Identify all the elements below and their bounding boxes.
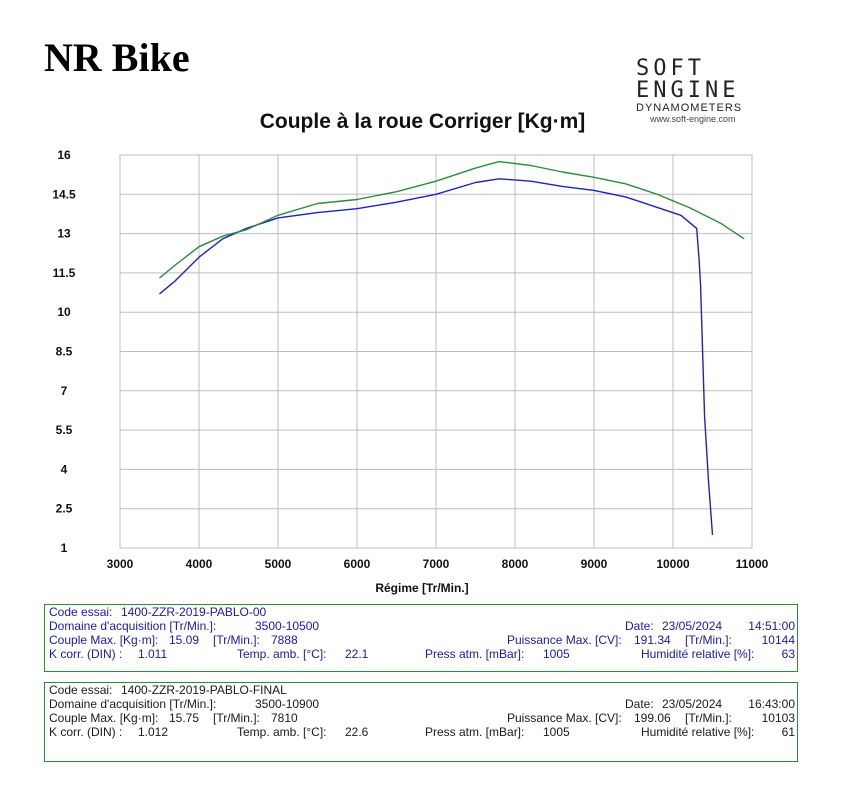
logo-url: www.soft-engine.com xyxy=(650,114,736,124)
info-row-domain: Domaine d'acquisition [Tr/Min.]: 3500-10… xyxy=(45,697,797,711)
power-value: 199.06 xyxy=(634,711,671,725)
press-value: 1005 xyxy=(543,647,570,661)
info-row-torque: Couple Max. [Kg·m]: 15.09 [Tr/Min.]: 788… xyxy=(45,633,797,647)
x-tick-label: 8000 xyxy=(502,557,529,571)
y-tick-label: 14.5 xyxy=(52,187,76,201)
domain-label: Domaine d'acquisition [Tr/Min.]: xyxy=(49,697,217,711)
power-rpm-value: 10144 xyxy=(761,633,795,647)
info-row-torque: Couple Max. [Kg·m]: 15.75 [Tr/Min.]: 781… xyxy=(45,711,797,725)
torque-rpm-label: [Tr/Min.]: xyxy=(213,711,260,725)
temp-value: 22.6 xyxy=(345,725,369,739)
y-tick-label: 13 xyxy=(57,227,71,241)
chart-series xyxy=(159,160,745,535)
date-label: Date: xyxy=(625,697,654,711)
x-tick-label: 10000 xyxy=(656,557,690,571)
y-tick-label: 4 xyxy=(61,462,68,476)
x-tick-label: 6000 xyxy=(344,557,371,571)
press-label: Press atm. [mBar]: xyxy=(425,647,525,661)
kcorr-value: 1.011 xyxy=(138,647,168,661)
torque-rpm-label: [Tr/Min.]: xyxy=(213,633,260,647)
humidity-value: 61 xyxy=(781,725,795,739)
x-tick-label: 4000 xyxy=(186,557,213,571)
info-row-domain: Domaine d'acquisition [Tr/Min.]: 3500-10… xyxy=(45,619,797,633)
x-tick-label: 9000 xyxy=(581,557,608,571)
press-label: Press atm. [mBar]: xyxy=(425,725,525,739)
code-label: Code essai: xyxy=(49,683,113,697)
y-tick-label: 16 xyxy=(57,148,71,162)
date-label: Date: xyxy=(625,619,654,633)
info-row-conditions: K corr. (DIN) : 1.011 Temp. amb. [°C]: 2… xyxy=(45,647,797,661)
y-tick-label: 2.5 xyxy=(56,502,73,516)
y-tick-label: 10 xyxy=(57,305,71,319)
humidity-label: Humidité relative [%]: xyxy=(641,647,755,661)
power-label: Puissance Max. [CV]: xyxy=(507,711,622,725)
info-row-code: Code essai: 1400-ZZR-2019-PABLO-00 xyxy=(45,605,797,619)
chart-grid xyxy=(119,154,753,549)
info-row-code: Code essai: 1400-ZZR-2019-PABLO-FINAL xyxy=(45,683,797,697)
humidity-value: 63 xyxy=(781,647,795,661)
y-tick-label: 8.5 xyxy=(56,345,73,359)
code-value: 1400-ZZR-2019-PABLO-FINAL xyxy=(121,683,287,697)
time-value: 16:43:00 xyxy=(748,697,795,711)
torque-value: 15.75 xyxy=(169,711,200,725)
kcorr-label: K corr. (DIN) : xyxy=(49,725,123,739)
domain-value: 3500-10500 xyxy=(255,619,320,633)
x-axis-ticks: 3000 4000 5000 6000 7000 8000 9000 10000 11000 xyxy=(107,557,769,571)
torque-chart: 1 2.5 4 5.5 7 8.5 10 11.5 13 14.5 16 3000 4000 5000 6… xyxy=(52,148,769,595)
code-value: 1400-ZZR-2019-PABLO-00 xyxy=(121,605,267,619)
date-value: 23/05/2024 xyxy=(662,697,723,711)
humidity-label: Humidité relative [%]: xyxy=(641,725,755,739)
torque-label: Couple Max. [Kg·m]: xyxy=(49,633,159,647)
power-rpm-label: [Tr/Min.]: xyxy=(685,633,732,647)
code-label: Code essai: xyxy=(49,605,113,619)
torque-value: 15.09 xyxy=(169,633,200,647)
power-rpm-value: 10103 xyxy=(761,711,795,725)
torque-rpm-value: 7888 xyxy=(271,633,298,647)
test-info-box-1: Code essai: 1400-ZZR-2019-PABLO-00 Domai… xyxy=(44,604,798,672)
temp-label: Temp. amb. [°C]: xyxy=(237,647,327,661)
x-tick-label: 7000 xyxy=(423,557,450,571)
series-line-1 xyxy=(159,178,714,535)
x-axis-label: Régime [Tr/Min.] xyxy=(375,581,468,595)
info-row-conditions: K corr. (DIN) : 1.012 Temp. amb. [°C]: 2… xyxy=(45,725,797,739)
torque-label: Couple Max. [Kg·m]: xyxy=(49,711,159,725)
temp-value: 22.1 xyxy=(345,647,369,661)
series-line-2 xyxy=(159,160,745,279)
kcorr-value: 1.012 xyxy=(138,725,169,739)
date-value: 23/05/2024 xyxy=(662,619,723,633)
chart-title: Couple à la roue Corriger [Kg·m] xyxy=(259,110,586,133)
kcorr-label: K corr. (DIN) : xyxy=(49,647,123,661)
soft-engine-logo: SOFT ENGINE DYNAMOMETERS www.soft-engine… xyxy=(636,56,806,125)
y-axis-ticks: 1 2.5 4 5.5 7 8.5 10 11.5 13 14.5 16 xyxy=(52,148,76,555)
power-value: 191.34 xyxy=(634,633,671,647)
power-rpm-label: [Tr/Min.]: xyxy=(685,711,732,725)
power-label: Puissance Max. [CV]: xyxy=(507,633,622,647)
torque-rpm-value: 7810 xyxy=(271,711,298,725)
y-tick-label: 1 xyxy=(61,541,68,555)
logo-mark: SOFT ENGINE xyxy=(636,56,740,103)
y-tick-label: 11.5 xyxy=(53,266,76,280)
time-value: 14:51:00 xyxy=(748,619,795,633)
x-tick-label: 5000 xyxy=(265,557,292,571)
y-tick-label: 5.5 xyxy=(56,423,73,437)
page-title: NR Bike xyxy=(44,35,190,80)
logo-subtitle: DYNAMOMETERS xyxy=(636,102,743,114)
test-info-box-2: Code essai: 1400-ZZR-2019-PABLO-FINAL Do… xyxy=(44,682,798,762)
domain-value: 3500-10900 xyxy=(255,697,320,711)
x-tick-label: 11000 xyxy=(736,557,769,571)
temp-label: Temp. amb. [°C]: xyxy=(237,725,327,739)
y-tick-label: 7 xyxy=(61,384,68,398)
domain-label: Domaine d'acquisition [Tr/Min.]: xyxy=(49,619,217,633)
press-value: 1005 xyxy=(543,725,570,739)
x-tick-label: 3000 xyxy=(107,557,134,571)
